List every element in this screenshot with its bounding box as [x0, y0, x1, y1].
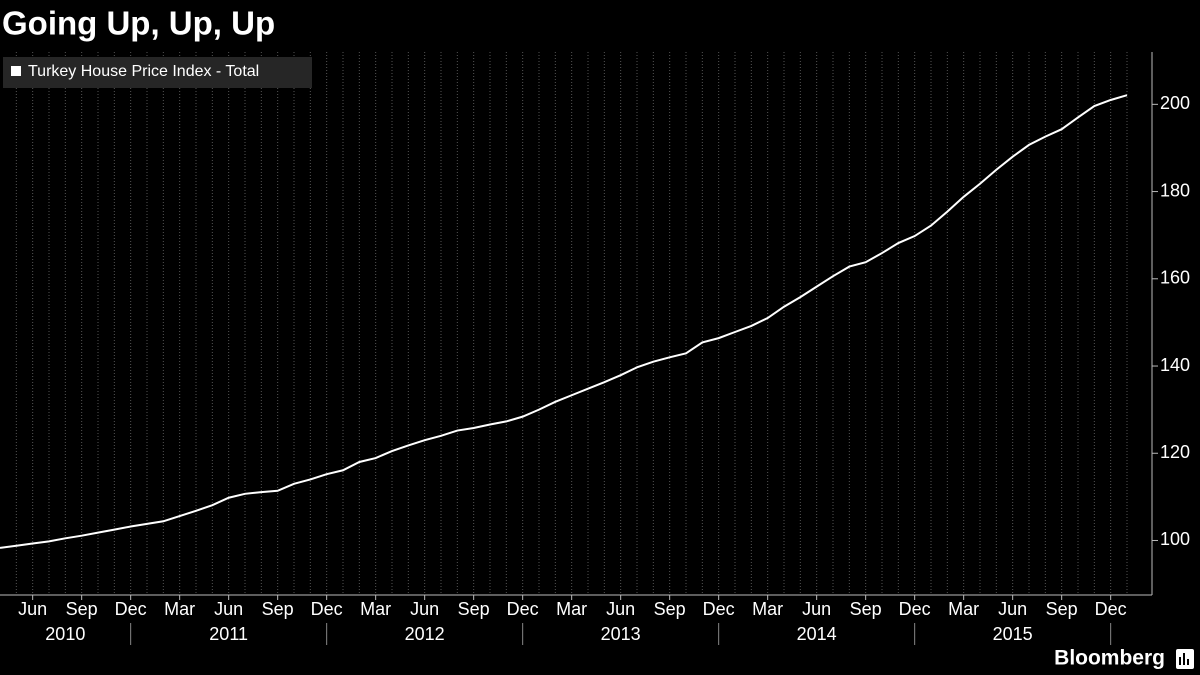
legend-box — [3, 57, 312, 88]
x-tick-label: Mar — [164, 599, 195, 619]
year-label: 2015 — [993, 624, 1033, 644]
y-tick-label: 100 — [1160, 529, 1190, 549]
y-tick-label: 200 — [1160, 93, 1190, 113]
legend-swatch — [11, 66, 21, 76]
x-tick-label: Sep — [262, 599, 294, 619]
legend-label: Turkey House Price Index - Total — [28, 63, 259, 80]
chart-title: Going Up, Up, Up — [2, 5, 275, 42]
x-tick-label: Sep — [654, 599, 686, 619]
source-logo-bars — [1179, 653, 1189, 665]
x-tick-label: Dec — [507, 599, 539, 619]
x-tick-label: Sep — [66, 599, 98, 619]
x-tick-label: Mar — [360, 599, 391, 619]
x-tick-label: Sep — [850, 599, 882, 619]
year-label: 2012 — [405, 624, 445, 644]
y-tick-label: 180 — [1160, 180, 1190, 200]
x-tick-label: Mar — [948, 599, 979, 619]
x-tick-label: Mar — [752, 599, 783, 619]
grid — [15, 52, 1128, 595]
data-line — [0, 94, 1128, 549]
year-label: 2014 — [797, 624, 837, 644]
year-label: 2010 — [45, 624, 85, 644]
x-tick-label: Dec — [1095, 599, 1127, 619]
y-tick-label: 140 — [1160, 355, 1190, 375]
x-tick-label: Sep — [458, 599, 490, 619]
x-tick-label: Jun — [18, 599, 47, 619]
x-tick-label: Dec — [703, 599, 735, 619]
y-tick-label: 120 — [1160, 442, 1190, 462]
x-tick-label: Dec — [899, 599, 931, 619]
plot-area — [0, 52, 1152, 595]
y-tick-label: 160 — [1160, 268, 1190, 288]
x-tick-label: Jun — [410, 599, 439, 619]
x-tick-label: Dec — [311, 599, 343, 619]
x-tick-label: Sep — [1046, 599, 1078, 619]
year-label: 2013 — [601, 624, 641, 644]
x-tick-label: Jun — [606, 599, 635, 619]
x-tick-label: Dec — [115, 599, 147, 619]
x-tick-label: Jun — [998, 599, 1027, 619]
x-tick-label: Jun — [802, 599, 831, 619]
x-tick-label: Jun — [214, 599, 243, 619]
x-tick-label: Mar — [556, 599, 587, 619]
source-label: Bloomberg — [1054, 647, 1165, 670]
year-label: 2011 — [209, 624, 248, 644]
